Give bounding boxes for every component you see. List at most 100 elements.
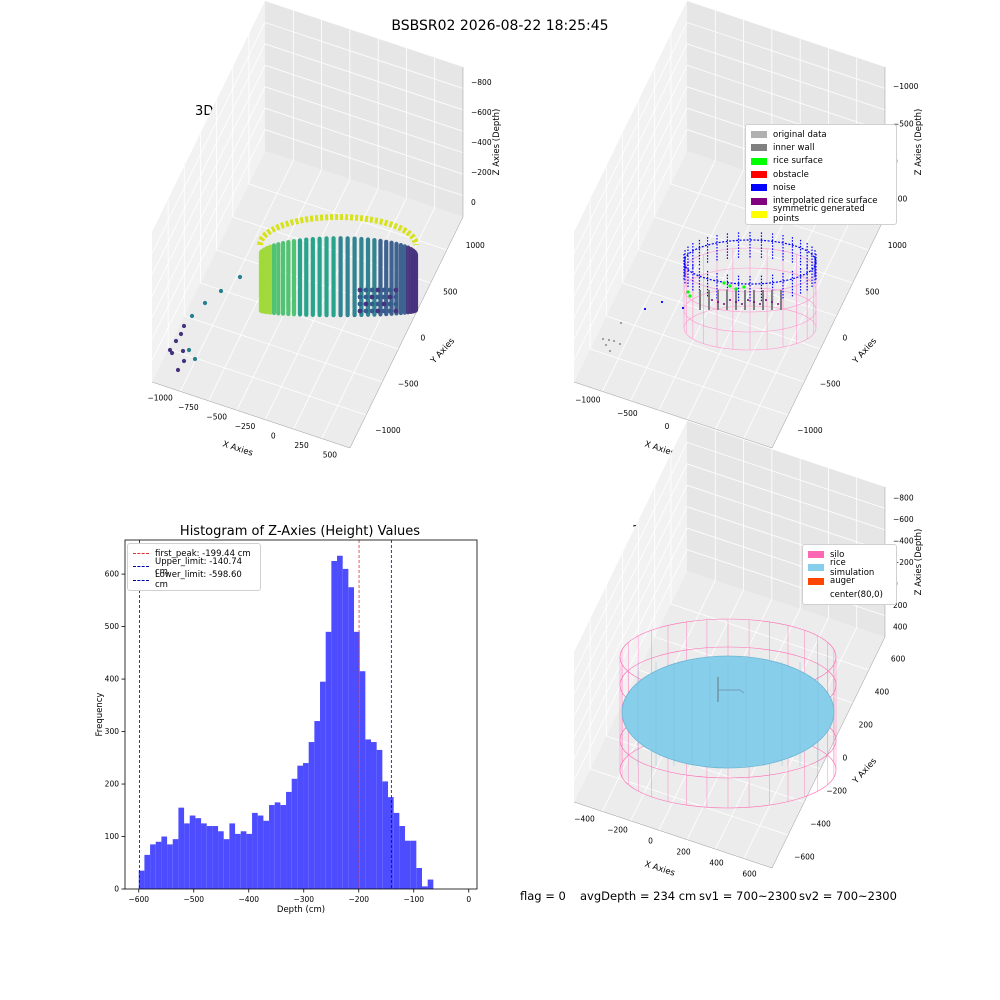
legend-swatch bbox=[808, 591, 824, 599]
footer-flag: flag = 0 bbox=[520, 889, 566, 903]
histogram-bar bbox=[331, 560, 338, 889]
x-tick-label: −500 bbox=[206, 413, 227, 422]
legend-item: center(80,0) bbox=[808, 588, 891, 601]
legend-label: auger bbox=[830, 576, 855, 587]
histogram-bar bbox=[144, 854, 151, 889]
raw-point bbox=[381, 301, 387, 307]
z-tick-label: 200 bbox=[893, 601, 908, 610]
plot4-legend: silo rice simulation auger center(80,0) bbox=[802, 544, 897, 606]
histogram-bar bbox=[269, 805, 275, 889]
histogram-bar bbox=[422, 886, 428, 889]
y-tick-label: 300 bbox=[105, 727, 120, 736]
histogram-bar bbox=[297, 765, 304, 889]
x-axis-label: Depth (cm) bbox=[277, 905, 325, 915]
original-data-point bbox=[681, 306, 685, 310]
raw-point bbox=[357, 294, 363, 300]
footer-sv1: sv1 = 700~2300 bbox=[699, 889, 797, 903]
axis-edge bbox=[573, 216, 886, 449]
legend-label: rice simulation bbox=[830, 557, 875, 578]
y-tick-label: 100 bbox=[105, 832, 120, 841]
histogram-bar bbox=[240, 831, 247, 889]
grid-line bbox=[573, 21, 886, 254]
y-tick-label: 600 bbox=[891, 655, 906, 664]
histogram-bar bbox=[320, 681, 326, 889]
histogram-bar bbox=[155, 841, 162, 889]
legend-label: first_peak: -199.44 cm bbox=[155, 548, 251, 559]
x-tick-label: −200 bbox=[607, 826, 628, 835]
pane-back bbox=[265, 1, 463, 217]
grid-line bbox=[184, 315, 383, 383]
legend-item: symmetric generated points bbox=[751, 204, 891, 224]
legend-label: Lower_limit: -598.60 cm bbox=[155, 570, 242, 591]
original-data-point bbox=[601, 337, 605, 341]
raw-point bbox=[357, 308, 363, 314]
raw-point bbox=[369, 294, 375, 300]
original-data-point bbox=[612, 339, 616, 343]
silo-wire-ring bbox=[683, 305, 817, 351]
y-tick-label: −600 bbox=[794, 853, 815, 862]
histogram-bar bbox=[195, 818, 202, 889]
histogram-bar bbox=[189, 815, 196, 889]
y-tick-label: 1000 bbox=[888, 241, 907, 250]
histogram-bar bbox=[337, 555, 343, 889]
raw-point bbox=[181, 358, 187, 364]
histogram-bar bbox=[218, 831, 224, 889]
legend-label: inner wall bbox=[773, 142, 815, 153]
raw-point bbox=[169, 350, 175, 356]
histogram-bar bbox=[348, 587, 355, 889]
histogram-bar bbox=[167, 844, 173, 889]
x-tick-label: −500 bbox=[617, 409, 638, 418]
grid-line bbox=[573, 64, 886, 297]
plot2-legend: original data inner wall rice surface obsta… bbox=[745, 124, 897, 226]
y-tick-label: 0 bbox=[114, 885, 119, 894]
histogram-bar bbox=[201, 823, 207, 889]
histogram-bar bbox=[138, 870, 145, 889]
grid-line bbox=[715, 197, 829, 430]
raw-point bbox=[381, 287, 387, 293]
raw-point bbox=[387, 287, 393, 293]
histogram-bar bbox=[263, 820, 270, 889]
z-tick-label: −200 bbox=[893, 558, 914, 567]
histogram-bar bbox=[365, 739, 372, 889]
plot4-3d-axes: −400 −200 0 200 400 600 −600 −400 −200 0 200 400 600… bbox=[573, 421, 924, 879]
grid-line bbox=[151, 21, 464, 254]
histogram-bar bbox=[291, 778, 298, 889]
interpolated-point bbox=[723, 303, 725, 305]
y-tick-label: −1000 bbox=[797, 426, 823, 435]
x-tick-label: −600 bbox=[128, 895, 149, 904]
histogram-bar bbox=[410, 840, 417, 889]
legend-swatch bbox=[808, 577, 824, 585]
histogram-bar bbox=[416, 868, 422, 889]
z-tick-label: 500 bbox=[893, 194, 908, 203]
grid-line bbox=[573, 441, 886, 674]
y-tick-label: 500 bbox=[443, 287, 458, 296]
original-data-point bbox=[618, 342, 622, 346]
histogram-bar bbox=[206, 826, 213, 889]
histogram-bar bbox=[212, 826, 219, 889]
grid-line bbox=[590, 348, 789, 416]
x-tick-label: −400 bbox=[238, 895, 259, 904]
original-data-point bbox=[660, 300, 664, 304]
z-tick-label: −400 bbox=[471, 138, 492, 147]
grid-line bbox=[743, 207, 858, 439]
raw-point bbox=[393, 301, 399, 307]
rice-surface-point bbox=[688, 294, 692, 298]
x-tick-label: −1000 bbox=[147, 394, 173, 403]
grid-line bbox=[686, 188, 801, 420]
histogram-bar bbox=[388, 797, 394, 889]
raw-point bbox=[175, 367, 181, 373]
legend-swatch bbox=[751, 157, 767, 165]
legend-item: rice surface bbox=[751, 155, 891, 168]
z-axis-label: Z Axies (Depth) bbox=[914, 529, 924, 596]
noise-ring bbox=[683, 239, 817, 285]
y-tick-label: −500 bbox=[398, 380, 419, 389]
legend-item: first_peak: -199.44 cm bbox=[133, 547, 255, 560]
histogram-frame bbox=[124, 539, 478, 890]
legend-swatch bbox=[133, 566, 149, 568]
legend-label: noise bbox=[773, 182, 796, 193]
grid-line bbox=[179, 160, 294, 392]
raw-point bbox=[189, 313, 195, 319]
raw-point bbox=[173, 338, 179, 344]
z-tick-label: 400 bbox=[893, 622, 908, 631]
y-tick-label: 500 bbox=[105, 622, 120, 631]
